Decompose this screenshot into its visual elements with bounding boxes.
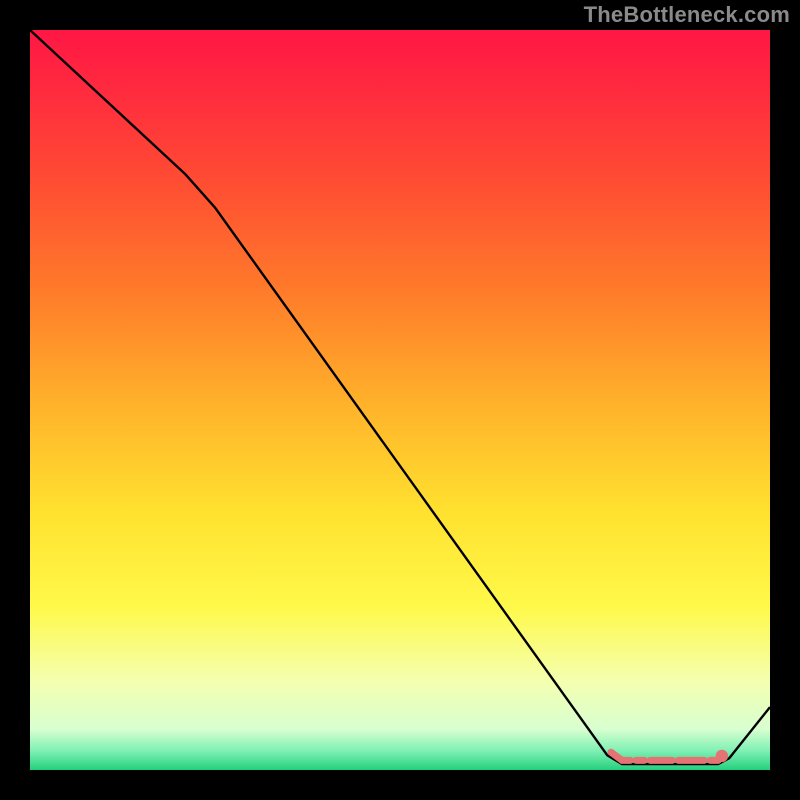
watermark-text: TheBottleneck.com (584, 2, 790, 28)
chart-container: TheBottleneck.com (0, 0, 800, 800)
bottleneck-chart (0, 0, 800, 800)
chart-gradient-background (30, 30, 770, 770)
optimal-range-end-dot (716, 750, 728, 762)
